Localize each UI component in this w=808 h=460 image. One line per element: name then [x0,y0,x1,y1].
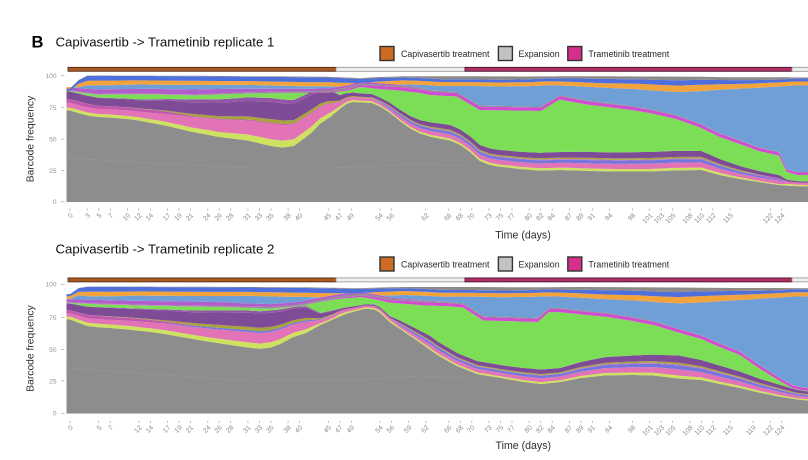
svg-text:Capivasertib treatment: Capivasertib treatment [401,49,490,59]
svg-text:0: 0 [53,199,57,206]
svg-text:0: 0 [53,411,57,418]
svg-text:75: 75 [49,105,57,112]
svg-text:Time (days): Time (days) [495,230,551,242]
svg-text:Trametinib treatment: Trametinib treatment [588,260,669,270]
svg-text:25: 25 [49,378,57,385]
svg-text:Expansion: Expansion [519,49,560,59]
svg-text:25: 25 [49,168,57,175]
svg-text:Trametinib treatment: Trametinib treatment [588,49,669,59]
svg-text:Barcode frequency: Barcode frequency [26,304,37,391]
svg-text:100: 100 [45,282,56,289]
svg-text:Capivasertib -> Trametinib rep: Capivasertib -> Trametinib replicate 2 [56,242,275,257]
svg-text:Capivasertib treatment: Capivasertib treatment [401,260,490,270]
svg-text:Barcode frequency: Barcode frequency [26,95,37,182]
svg-text:Capivasertib -> Trametinib rep: Capivasertib -> Trametinib replicate 1 [56,35,275,50]
svg-text:50: 50 [49,347,57,354]
svg-text:B: B [32,33,44,51]
svg-text:50: 50 [49,137,57,144]
svg-text:Expansion: Expansion [519,260,560,270]
svg-text:100: 100 [45,73,56,80]
svg-text:75: 75 [49,315,57,322]
svg-text:Time (days): Time (days) [496,440,552,452]
